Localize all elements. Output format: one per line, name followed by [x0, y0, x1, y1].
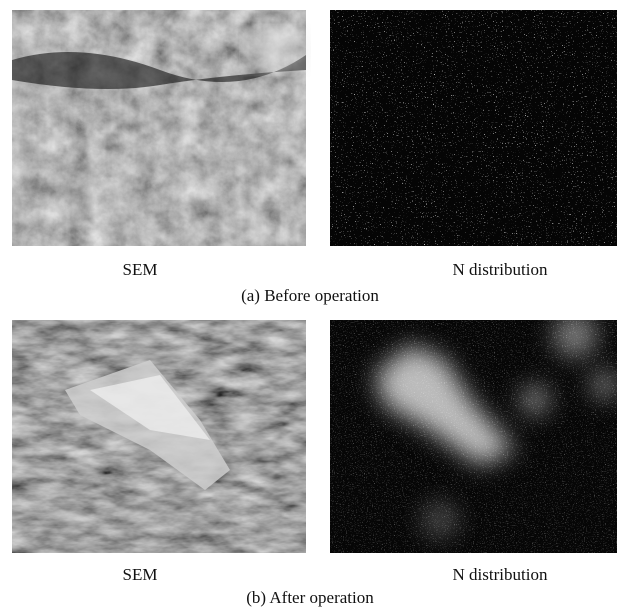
particle [245, 28, 305, 72]
panel-label: N distribution [453, 565, 548, 584]
caption: (b) After operation [246, 588, 374, 607]
n-map-dots [330, 10, 617, 246]
panel-label: N distribution [453, 260, 548, 279]
caption: (a) Before operation [241, 286, 379, 305]
panel-label: SEM [123, 260, 158, 279]
n-map-dots [330, 320, 617, 553]
figure: SEM N distribution (a) Before operation … [0, 0, 617, 609]
panel-label: SEM [123, 565, 158, 584]
